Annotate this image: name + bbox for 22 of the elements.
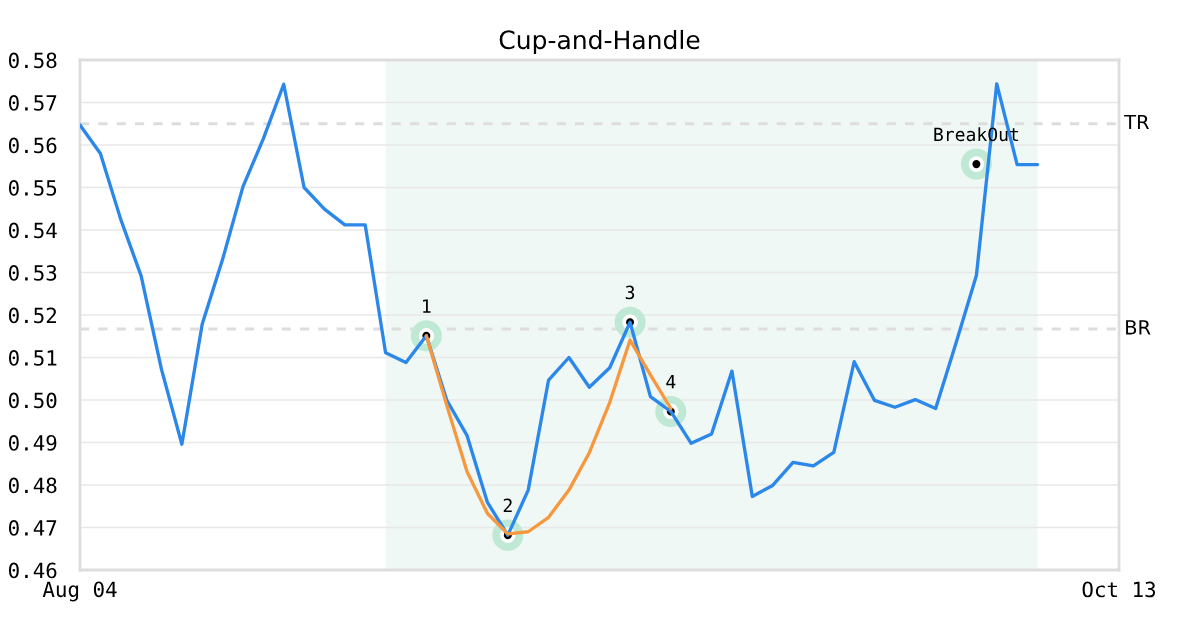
ref-line-label: TR xyxy=(1124,114,1150,130)
y-tick-label: 0.50 xyxy=(8,392,57,409)
y-tick-label: 0.48 xyxy=(8,477,57,494)
x-tick-label: Aug 04 xyxy=(42,581,117,602)
annotation: 2 xyxy=(503,498,512,512)
annotation: 4 xyxy=(666,375,676,389)
y-tick-label: 0.57 xyxy=(8,95,57,111)
annotation: 3 xyxy=(625,285,635,300)
y-tick-label: 0.47 xyxy=(8,520,57,536)
y-tick-label: 0.51 xyxy=(8,350,57,366)
y-tick-label: 0.54 xyxy=(8,222,57,239)
y-tick-label: 0.52 xyxy=(8,307,57,324)
chart-title: Cup-and-Handle xyxy=(499,29,700,55)
annotation: 1 xyxy=(423,299,431,313)
y-tick-label: 0.55 xyxy=(8,180,57,196)
y-tick-label: 0.49 xyxy=(8,435,57,451)
y-tick-label: 0.58 xyxy=(8,52,57,69)
y-tick-label: 0.56 xyxy=(8,137,57,154)
y-tick-label: 0.53 xyxy=(8,265,57,281)
ref-line-label: BR xyxy=(1126,320,1151,335)
y-tick-label: 0.46 xyxy=(8,562,57,579)
x-tick-label: Oct 13 xyxy=(1082,581,1156,598)
